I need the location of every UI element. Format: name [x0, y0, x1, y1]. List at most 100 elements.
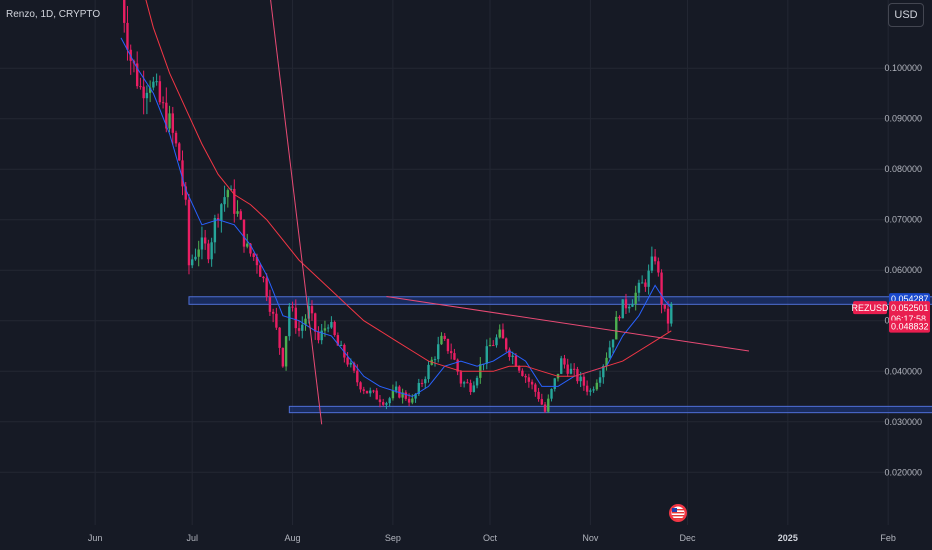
candle-body: [242, 219, 246, 247]
currency-button[interactable]: USD: [888, 3, 924, 27]
candle-body: [346, 357, 349, 365]
candle-body: [462, 382, 466, 384]
candle-body: [307, 306, 310, 319]
candle-body: [145, 92, 149, 99]
candle-body: [488, 345, 492, 347]
candle-body: [475, 377, 479, 386]
candle-body: [595, 382, 599, 390]
candle-body: [135, 63, 139, 87]
candle-body: [472, 385, 476, 393]
candle-body: [123, 0, 126, 23]
candle-body: [297, 328, 301, 331]
candle-body: [427, 364, 430, 380]
candle-body: [229, 188, 233, 191]
candle-body: [200, 237, 204, 250]
y-tick-label: 0.030000: [884, 417, 922, 427]
candle-body: [420, 382, 424, 384]
candle-body: [572, 368, 576, 370]
lower-price-badge: [889, 320, 930, 333]
candle-body: [271, 311, 275, 314]
candle-body: [414, 393, 417, 399]
candle-body: [543, 404, 547, 412]
candle-body: [449, 351, 453, 354]
candle-body: [375, 390, 378, 400]
candle-body: [362, 389, 365, 391]
candle-body: [265, 278, 268, 298]
candle-body: [142, 86, 145, 99]
candle-body: [589, 390, 592, 392]
time-axis[interactable]: Jun Jul Aug Sep Oct Nov Dec 2025 Feb: [88, 533, 896, 543]
candle-body: [492, 345, 495, 347]
candle-body: [466, 382, 469, 384]
candle-body: [407, 398, 411, 403]
candle-body: [249, 243, 252, 254]
symbol-label: REZUSD: [851, 303, 889, 313]
candle-body: [191, 259, 194, 266]
candle-body: [178, 143, 181, 161]
candle-body: [527, 377, 531, 382]
candle-body: [566, 364, 569, 374]
candle-body: [453, 353, 456, 360]
price-axis[interactable]: 0.100000 0.090000 0.080000 0.070000 0.060000…: [884, 63, 922, 477]
candle-body: [446, 338, 450, 352]
candle-body: [197, 249, 200, 257]
candle-body: [459, 371, 463, 384]
candle-body: [631, 303, 634, 307]
grid-lines: [0, 0, 889, 525]
y-tick-label: 0.080000: [884, 164, 922, 174]
candle-body: [333, 321, 336, 336]
candle-body: [411, 398, 414, 403]
candle-body: [148, 87, 152, 93]
y-tick-label: 0.090000: [884, 114, 922, 124]
candle-body: [563, 358, 566, 365]
candle-body: [314, 313, 317, 332]
candle-body: [621, 299, 624, 319]
candle-body: [343, 344, 346, 358]
us-flag-icon[interactable]: [669, 504, 687, 522]
candle-body: [524, 375, 527, 378]
candle-body: [663, 304, 667, 309]
candle-body: [560, 358, 563, 374]
candle-body: [550, 388, 553, 399]
candle-body: [579, 376, 582, 382]
candle-body: [443, 335, 446, 339]
candle-body: [404, 392, 408, 399]
candle-body: [628, 306, 631, 309]
candle-body: [394, 386, 398, 391]
candle-body: [310, 306, 314, 314]
candle-body: [278, 327, 281, 348]
candle-body: [530, 381, 534, 385]
symbol-badge: [853, 301, 887, 315]
candle-body: [359, 382, 362, 390]
candle-body: [174, 132, 178, 144]
candle-body: [168, 113, 171, 129]
candle-body: [268, 297, 272, 312]
x-tick-label: Sep: [385, 533, 401, 543]
candle-body: [647, 270, 650, 287]
x-tick-label: Jun: [88, 533, 103, 543]
zone-0: [188, 296, 932, 305]
candle-body: [223, 197, 226, 205]
candle-body: [517, 366, 521, 371]
candle-body: [181, 160, 184, 187]
candle-body: [187, 199, 191, 266]
current-price-label: 0.052501: [891, 303, 929, 313]
y-tick-label: 0.100000: [884, 63, 922, 73]
candle-body: [378, 399, 382, 403]
candle-body: [388, 398, 391, 404]
candle-body: [660, 272, 663, 305]
countdown-label: 06:17:58: [891, 314, 926, 324]
flag-stripe: [672, 518, 684, 520]
y-tick-label: 0.070000: [884, 215, 922, 225]
zone-1: [288, 405, 932, 414]
candle-body: [236, 211, 239, 214]
x-tick-label: Jul: [186, 533, 198, 543]
candle-body: [246, 243, 249, 247]
x-tick-label: Feb: [880, 533, 896, 543]
candle-body: [233, 188, 236, 214]
candle-body: [602, 366, 605, 378]
candle-body: [508, 349, 511, 357]
candle-body: [644, 282, 647, 287]
